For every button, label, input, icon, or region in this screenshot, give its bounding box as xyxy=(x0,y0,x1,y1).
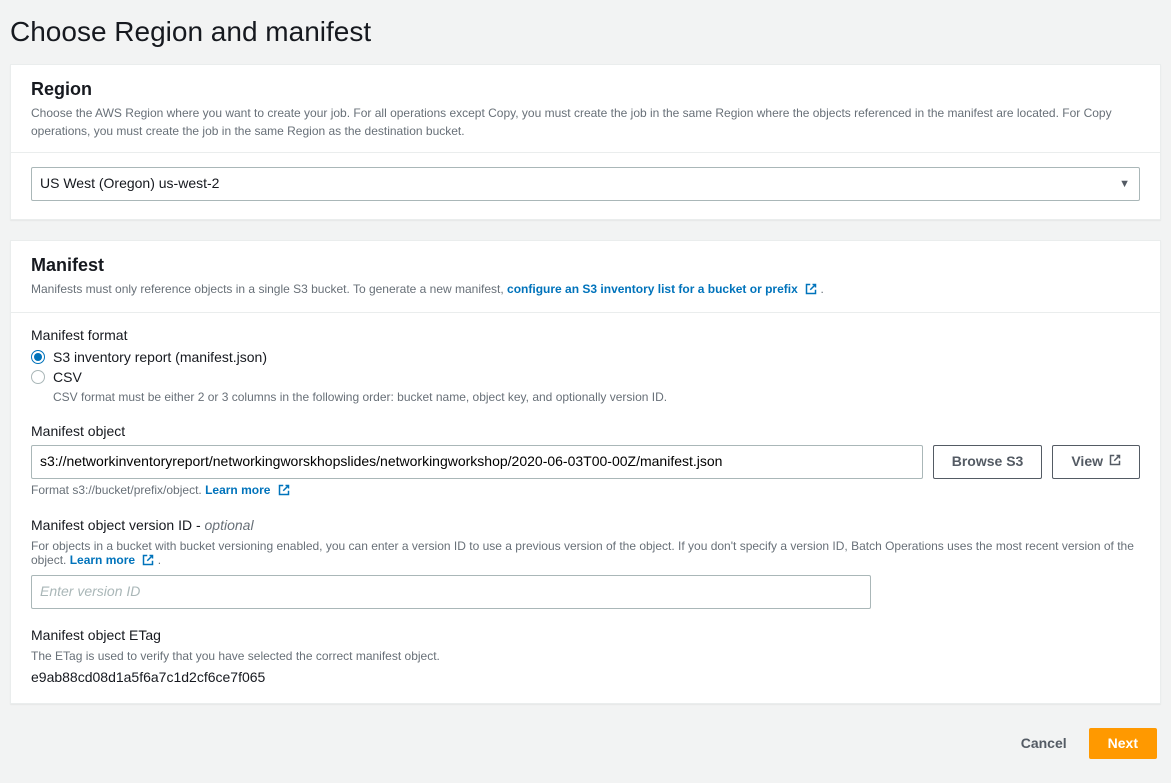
browse-s3-button[interactable]: Browse S3 xyxy=(933,445,1043,479)
region-panel-description: Choose the AWS Region where you want to … xyxy=(31,104,1140,140)
radio-inventory-label[interactable]: S3 inventory report (manifest.json) xyxy=(53,349,267,365)
page-root: Choose Region and manifest Region Choose… xyxy=(0,0,1171,783)
manifest-panel-body: Manifest format S3 inventory report (man… xyxy=(11,313,1160,703)
manifest-version-hint-period: . xyxy=(158,553,161,567)
manifest-object-hint: Format s3://bucket/prefix/object. Learn … xyxy=(31,483,1140,499)
manifest-object-group: Manifest object Browse S3 View Form xyxy=(31,423,1140,499)
manifest-object-row: Browse S3 View xyxy=(31,445,1140,479)
footer-actions: Cancel Next xyxy=(10,724,1161,760)
next-button[interactable]: Next xyxy=(1089,728,1157,760)
manifest-object-label: Manifest object xyxy=(31,423,1140,439)
manifest-desc-text: Manifests must only reference objects in… xyxy=(31,282,507,296)
manifest-panel-description: Manifests must only reference objects in… xyxy=(31,280,1140,300)
radio-csv-hint: CSV format must be either 2 or 3 columns… xyxy=(53,389,1140,406)
external-link-icon xyxy=(278,484,290,499)
cancel-button[interactable]: Cancel xyxy=(1007,728,1081,760)
radio-row-csv: CSV xyxy=(31,369,1140,385)
manifest-version-label-main: Manifest object version ID - xyxy=(31,517,205,533)
manifest-panel-title: Manifest xyxy=(31,255,1140,276)
manifest-object-learn-more-link[interactable]: Learn more xyxy=(205,483,290,497)
manifest-version-hint-text: For objects in a bucket with bucket vers… xyxy=(31,539,1134,567)
manifest-format-label: Manifest format xyxy=(31,327,1140,343)
region-select[interactable]: US West (Oregon) us-west-2 xyxy=(31,167,1140,201)
external-link-icon xyxy=(1109,452,1121,472)
radio-csv[interactable] xyxy=(31,370,45,384)
learn-more-text: Learn more xyxy=(205,483,270,497)
manifest-panel-header: Manifest Manifests must only reference o… xyxy=(11,241,1160,313)
manifest-format-group: Manifest format S3 inventory report (man… xyxy=(31,327,1140,406)
radio-csv-label[interactable]: CSV xyxy=(53,369,82,385)
learn-more-text: Learn more xyxy=(70,553,135,567)
region-panel-header: Region Choose the AWS Region where you w… xyxy=(11,65,1160,153)
manifest-etag-value: e9ab88cd08d1a5f6a7c1d2cf6ce7f065 xyxy=(31,669,1140,685)
manifest-object-hint-text: Format s3://bucket/prefix/object. xyxy=(31,483,205,497)
region-panel: Region Choose the AWS Region where you w… xyxy=(10,64,1161,220)
region-panel-body: US West (Oregon) us-west-2 ▼ xyxy=(11,153,1160,219)
radio-inventory[interactable] xyxy=(31,350,45,364)
manifest-desc-period: . xyxy=(820,282,823,296)
manifest-panel: Manifest Manifests must only reference o… xyxy=(10,240,1161,704)
radio-row-inventory: S3 inventory report (manifest.json) xyxy=(31,349,1140,365)
manifest-version-group: Manifest object version ID - optional Fo… xyxy=(31,517,1140,609)
manifest-version-hint: For objects in a bucket with bucket vers… xyxy=(31,539,1140,569)
manifest-etag-hint: The ETag is used to verify that you have… xyxy=(31,649,1140,663)
view-button-label: View xyxy=(1071,452,1103,472)
page-title: Choose Region and manifest xyxy=(10,16,1161,48)
configure-inventory-link[interactable]: configure an S3 inventory list for a buc… xyxy=(507,282,820,296)
view-button[interactable]: View xyxy=(1052,445,1140,479)
manifest-object-input[interactable] xyxy=(31,445,923,479)
configure-inventory-link-text: configure an S3 inventory list for a buc… xyxy=(507,282,798,296)
external-link-icon xyxy=(142,554,154,569)
manifest-etag-label: Manifest object ETag xyxy=(31,627,1140,643)
region-select-wrap: US West (Oregon) us-west-2 ▼ xyxy=(31,167,1140,201)
manifest-version-input[interactable] xyxy=(31,575,871,609)
manifest-version-learn-more-link[interactable]: Learn more xyxy=(70,553,158,567)
region-panel-title: Region xyxy=(31,79,1140,100)
external-link-icon xyxy=(805,282,817,300)
manifest-version-label-optional: optional xyxy=(205,517,254,533)
manifest-etag-group: Manifest object ETag The ETag is used to… xyxy=(31,627,1140,685)
manifest-version-label: Manifest object version ID - optional xyxy=(31,517,1140,533)
